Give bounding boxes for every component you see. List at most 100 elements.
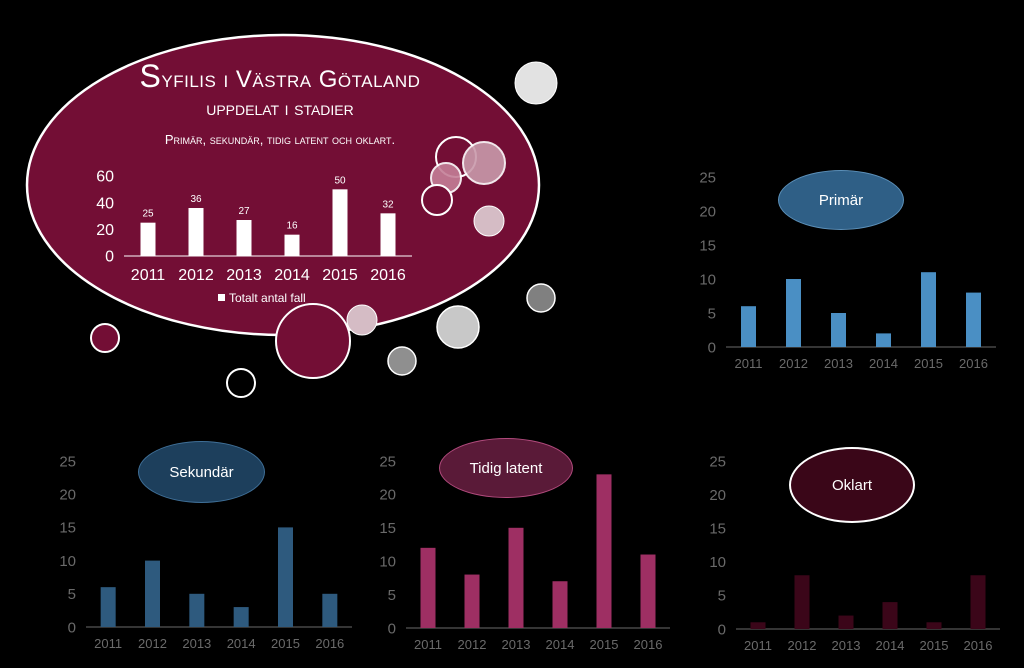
bubble [514,61,558,105]
y-tick-label: 5 [708,305,716,322]
bar-2011 [140,222,156,256]
title-line1: Syfilis i Västra Götaland [139,58,421,94]
x-tick-label: 2016 [959,356,988,371]
x-tick-label: 2012 [458,637,487,652]
x-tick-label: 2013 [226,267,262,284]
page-subtitle: uppdelat i stadier [206,98,354,120]
bar-2015 [278,527,293,627]
x-tick-label: 2015 [271,636,300,651]
bar-2012 [145,560,160,627]
y-tick-label: 15 [379,520,396,537]
chart-oklart: 0 5 10 15 20 25 2011 2012 2013 2014 2015 2016 [709,453,1000,653]
y-tick-label: 5 [68,586,76,603]
tidig-latent-label: Tidig latent [439,438,573,498]
x-tick-label: 2013 [182,636,211,651]
x-tick-label: 2014 [546,637,575,652]
bar-2014 [233,607,249,627]
x-tick-label: 2016 [634,637,663,652]
bar-2016 [966,292,981,347]
y-tick-label: 0 [68,619,76,636]
bar-2013 [189,593,205,627]
x-tick-label: 2012 [788,638,817,653]
x-tick-label: 2013 [824,356,853,371]
x-tick-label: 2013 [502,637,531,652]
y-tick-label: 0 [718,621,726,638]
y-tick-label: 25 [699,169,716,186]
chart-total: 0 20 40 60 2011 25 2012 36 2013 27 2014 16 2015 50 201… [96,169,412,305]
y-tick-label: 20 [699,203,716,220]
x-tick-label: 2015 [590,637,619,652]
x-tick-label: 2015 [920,638,949,653]
bar-2012 [188,208,204,256]
x-tick-label: 2013 [832,638,861,653]
bar-2016 [970,575,986,629]
x-tick-label: 2012 [779,356,808,371]
bar-2015 [926,622,942,629]
x-tick-label: 2016 [964,638,993,653]
y-tick-label: 5 [388,587,396,604]
y-tick-label: 15 [59,520,76,537]
bubble [421,184,453,216]
x-tick-label: 2014 [876,638,905,653]
x-tick-label: 2014 [227,636,256,651]
sekundar-label: Sekundär [138,441,265,503]
bar-2011 [741,306,756,347]
bar-2013 [508,527,524,628]
bar-2013 [831,313,846,347]
legend-swatch [218,294,225,301]
data-label: 25 [142,209,154,220]
x-tick-label: 2011 [735,356,763,371]
bar-2014 [284,234,300,256]
page-description: Primär, sekundär, tidig latent och oklar… [164,132,396,147]
x-tick-label: 2012 [138,636,167,651]
chart-tidig-latent: 0 5 10 15 20 25 2011 2012 2013 2014 2015 2016 [379,453,670,652]
bar-2011 [750,622,766,629]
bar-2016 [380,213,396,256]
y-tick-label: 20 [59,486,76,503]
y-tick-label: 0 [105,249,114,266]
y-tick-label: 15 [709,520,726,537]
bubble [346,304,378,336]
bar-2014 [882,602,898,629]
bar-2014 [552,581,568,628]
y-tick-label: 10 [59,553,76,570]
bar-2011 [420,547,436,628]
y-tick-label: 15 [699,237,716,254]
oklart-label: Oklart [789,447,915,523]
bubble [387,346,417,376]
y-tick-label: 10 [699,271,716,288]
bubble [473,205,505,237]
x-tick-label: 2011 [131,267,166,284]
bar-2016 [322,593,338,627]
y-tick-label: 20 [96,222,114,239]
x-tick-label: 2011 [744,638,772,653]
y-tick-label: 5 [718,588,726,605]
y-tick-label: 0 [388,620,396,637]
bubble [526,283,556,313]
data-label: 16 [286,221,298,232]
bar-2013 [236,220,252,256]
y-tick-label: 20 [709,487,726,504]
data-label: 32 [382,199,394,210]
bar-2012 [786,279,801,347]
x-tick-label: 2016 [315,636,344,651]
bubble [462,141,506,185]
bubble [226,368,256,398]
y-tick-label: 25 [59,453,76,470]
bar-2015 [332,189,348,256]
x-tick-label: 2014 [869,356,898,371]
bar-2016 [640,554,656,628]
y-tick-label: 25 [379,453,396,470]
data-label: 50 [334,175,346,186]
x-tick-label: 2016 [370,267,406,284]
page-title: Syfilis i Västra Götaland [80,58,480,95]
x-tick-label: 2015 [914,356,943,371]
legend-label: Totalt antal fall [229,291,306,305]
y-tick-label: 25 [709,453,726,470]
y-tick-label: 10 [709,554,726,571]
bar-2012 [464,574,480,628]
x-tick-label: 2014 [274,267,310,284]
bubble [275,303,351,379]
y-tick-label: 20 [379,487,396,504]
